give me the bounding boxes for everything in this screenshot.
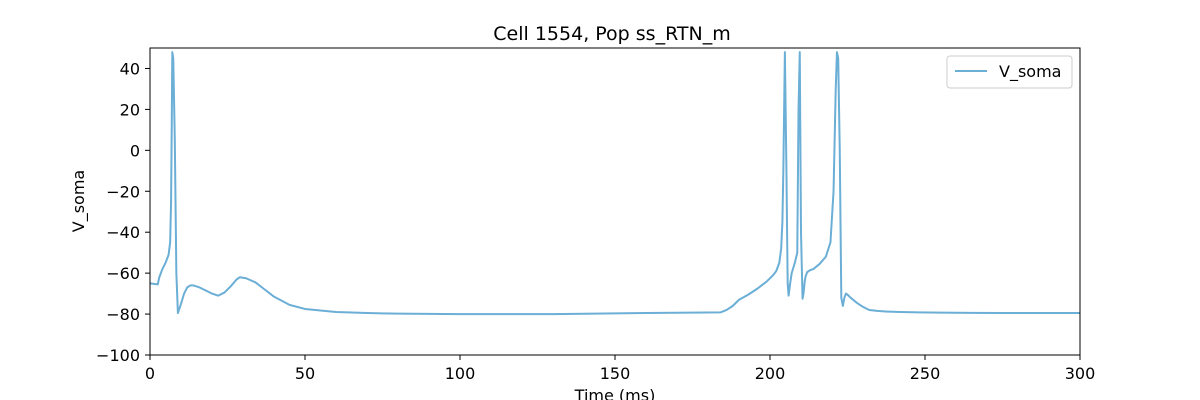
y-tick-label: 40 bbox=[120, 59, 140, 78]
series-layer bbox=[150, 51, 1080, 316]
x-axis: 0 50 100 150 200 250 300 bbox=[145, 355, 1095, 383]
series-line-v_soma bbox=[150, 51, 1080, 316]
y-axis-label: V_soma bbox=[69, 170, 89, 232]
x-tick-label: 250 bbox=[910, 364, 941, 383]
x-tick-label: 200 bbox=[755, 364, 786, 383]
y-tick-label: 0 bbox=[130, 141, 140, 160]
legend-label: V_soma bbox=[999, 62, 1061, 82]
chart-title: Cell 1554, Pop ss_RTN_m bbox=[493, 23, 730, 45]
y-tick-label: −100 bbox=[96, 346, 140, 365]
y-tick-label: −40 bbox=[106, 223, 140, 242]
plot-frame bbox=[149, 47, 1081, 356]
legend: V_soma bbox=[946, 55, 1073, 89]
x-tick-label: 150 bbox=[600, 364, 631, 383]
y-axis: −100 −80 −60 −40 −20 0 20 40 bbox=[96, 59, 150, 365]
y-tick-label: −80 bbox=[106, 305, 140, 324]
y-tick-label: 20 bbox=[120, 100, 140, 119]
x-tick-label: 50 bbox=[295, 364, 315, 383]
y-tick-label: −60 bbox=[106, 264, 140, 283]
y-tick-label: −20 bbox=[106, 182, 140, 201]
x-tick-label: 300 bbox=[1065, 364, 1096, 383]
x-tick-label: 100 bbox=[445, 364, 476, 383]
x-tick-label: 0 bbox=[145, 364, 155, 383]
x-axis-label: Time (ms) bbox=[574, 386, 656, 400]
legend-box bbox=[946, 55, 1073, 89]
